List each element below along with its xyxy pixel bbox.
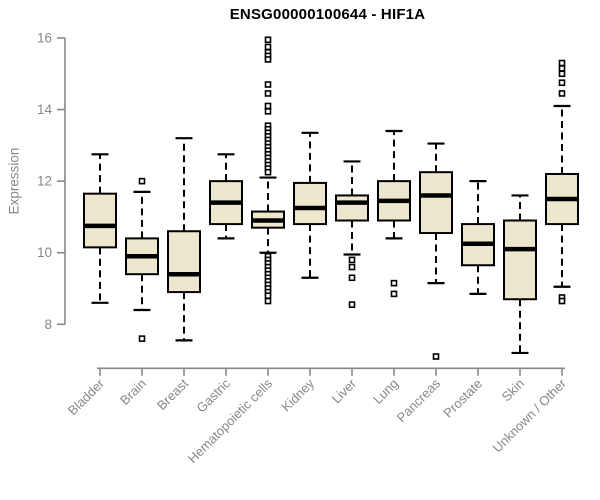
box-group-liver bbox=[335, 160, 369, 308]
outlier-point bbox=[558, 59, 566, 67]
y-tick-label: 14 bbox=[37, 102, 53, 117]
outlier-point bbox=[348, 274, 356, 282]
outlier-point bbox=[138, 335, 146, 342]
box-group-breast bbox=[167, 137, 201, 342]
x-category-label-brain: Brain bbox=[117, 376, 149, 408]
outlier-point bbox=[264, 108, 272, 115]
outlier-point bbox=[558, 90, 566, 97]
y-axis-title: Expression bbox=[6, 147, 22, 215]
outlier-point bbox=[264, 81, 272, 88]
x-category-label-liver: Liver bbox=[329, 375, 360, 406]
y-tick-label: 8 bbox=[44, 317, 52, 332]
x-category-label-unknown-other: Unknown / Other bbox=[490, 375, 570, 455]
box-group-hematopoietic-cells bbox=[251, 36, 285, 305]
outlier-point bbox=[348, 263, 356, 271]
x-category-label-gastric: Gastric bbox=[193, 375, 233, 415]
outlier-point bbox=[558, 79, 566, 87]
outlier-point bbox=[558, 297, 566, 305]
box-group-kidney bbox=[293, 131, 327, 279]
iqr-box bbox=[503, 219, 537, 301]
outlier-point bbox=[348, 301, 356, 308]
iqr-box bbox=[419, 171, 453, 235]
box-group-gastric bbox=[209, 153, 243, 240]
outlier-point bbox=[432, 353, 440, 360]
outlier-point bbox=[264, 297, 272, 305]
outlier-point bbox=[390, 279, 398, 287]
box-group-lung bbox=[377, 129, 411, 298]
box-group-skin bbox=[503, 194, 537, 355]
outlier-point bbox=[264, 36, 272, 44]
x-category-label-skin: Skin bbox=[499, 376, 527, 404]
outlier-point bbox=[264, 102, 272, 110]
outlier-point bbox=[390, 290, 398, 298]
outlier-point bbox=[138, 177, 146, 185]
iqr-box bbox=[335, 194, 369, 222]
x-category-label-lung: Lung bbox=[370, 376, 401, 407]
y-tick-label: 16 bbox=[37, 30, 52, 45]
box-group-prostate bbox=[461, 180, 495, 295]
outlier-point bbox=[264, 43, 272, 51]
outlier-point bbox=[558, 70, 566, 78]
x-category-label-pancreas: Pancreas bbox=[394, 375, 444, 425]
x-category-label-bladder: Bladder bbox=[65, 375, 108, 418]
box-group-bladder bbox=[83, 153, 117, 304]
outlier-point bbox=[264, 292, 272, 299]
x-category-label-kidney: Kidney bbox=[278, 375, 317, 414]
iqr-box bbox=[83, 192, 117, 249]
box-group-pancreas bbox=[419, 142, 453, 360]
outlier-point bbox=[264, 168, 272, 176]
chart-title: ENSG00000100644 - HIF1A bbox=[229, 6, 426, 23]
y-tick-label: 12 bbox=[37, 174, 52, 189]
outlier-point bbox=[558, 65, 566, 72]
outlier-point bbox=[264, 90, 272, 97]
box-group-brain bbox=[125, 177, 159, 342]
iqr-box bbox=[167, 230, 201, 294]
x-category-label-prostate: Prostate bbox=[440, 376, 485, 421]
y-tick-label: 10 bbox=[37, 245, 52, 260]
iqr-box bbox=[293, 181, 327, 226]
outlier-point bbox=[264, 56, 272, 63]
box-group-unknown-other bbox=[545, 59, 579, 305]
x-category-label-breast: Breast bbox=[154, 376, 191, 413]
outlier-point bbox=[348, 256, 356, 264]
